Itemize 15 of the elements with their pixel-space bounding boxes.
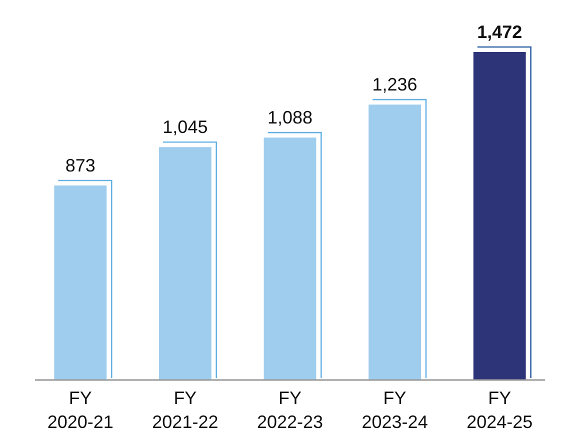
bar <box>368 104 421 380</box>
x-tick-label: FY 2020-21 <box>47 388 114 432</box>
data-label: 1,088 <box>267 108 313 128</box>
bar <box>159 147 212 380</box>
data-label: 1,472 <box>477 22 522 42</box>
data-label: 1,045 <box>162 117 208 138</box>
x-tick-label: FY 2021-22 <box>152 388 218 432</box>
bar <box>473 52 526 380</box>
data-label: 1,236 <box>372 74 418 95</box>
x-tick-label: FY 2022-23 <box>256 388 324 432</box>
bar <box>264 138 316 380</box>
bar <box>54 185 107 380</box>
x-tick-label: FY 2023-24 <box>362 388 428 432</box>
data-label: 873 <box>65 155 96 176</box>
x-tick-label: FY 2024-25 <box>466 388 533 432</box>
